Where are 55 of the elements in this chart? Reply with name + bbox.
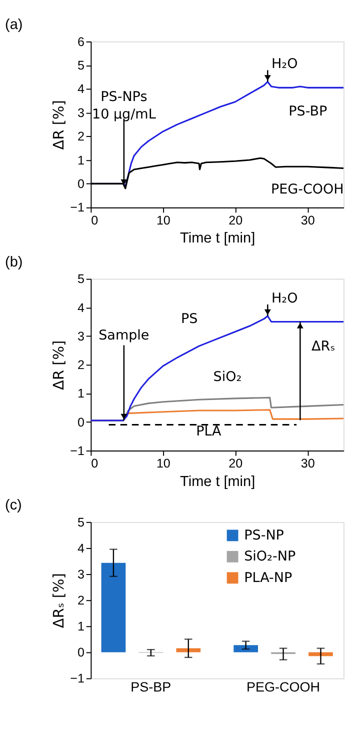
series-label: PS-BP <box>288 103 328 120</box>
legend-label: PLA-NP <box>244 570 292 586</box>
annotation: H₂O <box>272 56 298 72</box>
x-tick-label: 10 <box>156 456 170 470</box>
y-tick-label: 4 <box>77 82 84 96</box>
y-tick-label: 5 <box>77 272 84 286</box>
bar <box>308 652 333 656</box>
y-axis-title: ΔR [%] <box>51 100 68 150</box>
series-label: PLA <box>196 424 222 440</box>
chart-title: (a) <box>4 16 23 33</box>
bar <box>234 645 258 652</box>
x-axis-title: Time t [min] <box>180 230 256 247</box>
y-tick-label: 6 <box>77 34 84 49</box>
series-label: PEG-COOH <box>270 182 344 198</box>
series-label: SiO₂ <box>213 369 242 386</box>
chart-title: (c) <box>4 497 22 514</box>
y-tick-label: 5 <box>77 58 84 72</box>
annotation: ΔRₛ <box>311 338 336 355</box>
y-tick-label: 4 <box>77 300 84 315</box>
chart-title: (b) <box>4 254 23 270</box>
y-tick-label: 1 <box>77 153 84 168</box>
y-axis-title: ΔRₛ [%] <box>51 573 68 628</box>
y-tick-label: −1 <box>70 444 84 458</box>
y-tick-label: 0 <box>77 415 84 430</box>
legend-label: SiO₂-NP <box>244 548 296 565</box>
x-tick-label: 0 <box>91 213 98 228</box>
x-tick-label: 30 <box>300 213 315 228</box>
annotation: Sample <box>98 327 150 344</box>
y-tick-label: 5 <box>77 515 84 530</box>
x-tick-label: 10 <box>156 213 170 228</box>
y-tick-label: 0 <box>77 177 84 192</box>
x-tick-label: 30 <box>300 456 315 470</box>
y-tick-label: 1 <box>77 386 84 401</box>
y-tick-label: 2 <box>77 593 84 608</box>
y-tick-label: −1 <box>70 200 84 215</box>
y-tick-label: 1 <box>77 619 84 634</box>
y-tick-label: 2 <box>77 130 84 144</box>
y-tick-label: 2 <box>77 358 84 372</box>
x-tick-label: 20 <box>228 456 243 470</box>
y-tick-label: 4 <box>77 541 84 556</box>
bar <box>101 562 126 652</box>
y-tick-label: 3 <box>77 329 84 344</box>
x-tick-label: 20 <box>228 213 243 228</box>
y-tick-label: 0 <box>77 646 84 660</box>
series-label: PS <box>181 310 198 327</box>
annotation: PS-NPs 10 μg/mL <box>92 89 156 123</box>
y-tick-label: 3 <box>77 567 84 582</box>
legend-label: PS-NP <box>244 527 284 544</box>
y-tick-label: 3 <box>77 106 84 120</box>
annotation: H₂O <box>272 290 298 306</box>
x-tick-label: 0 <box>91 456 98 470</box>
y-tick-label: −1 <box>70 672 84 686</box>
line-series <box>90 315 344 422</box>
y-axis-title: ΔR [%] <box>51 340 68 390</box>
x-axis-title: Time t [min] <box>180 474 256 490</box>
